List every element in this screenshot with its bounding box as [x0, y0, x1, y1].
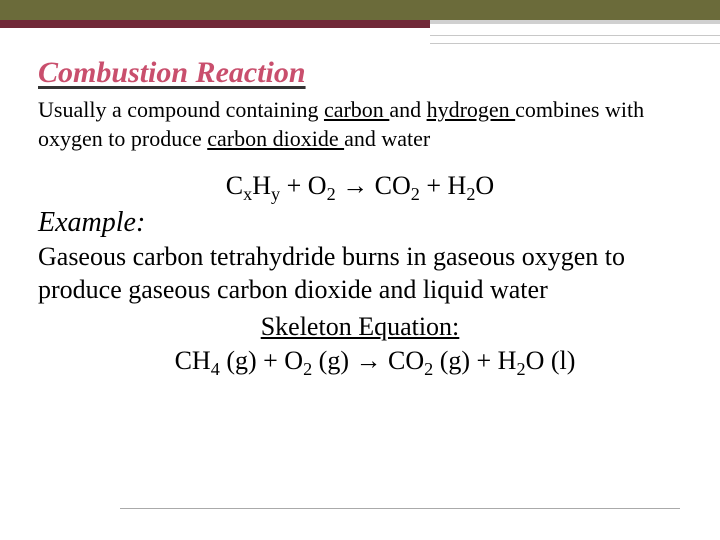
decorative-top-bar	[0, 0, 720, 52]
general-equation: CxHy + O2 → CO2 + H2O	[38, 171, 682, 201]
slide-content: Combustion Reaction Usually a compound c…	[38, 56, 682, 376]
eq-part: O (l)	[526, 346, 576, 375]
example-text: Gaseous carbon tetrahydride burns in gas…	[38, 241, 682, 306]
eq-sub: 2	[303, 359, 312, 379]
keyword-hydrogen: hydrogen	[427, 97, 516, 122]
keyword-co2: carbon dioxide	[207, 126, 344, 151]
eq-sub: 2	[516, 359, 525, 379]
eq-sub: x	[243, 184, 252, 204]
eq-part: CH	[175, 346, 211, 375]
decorative-lines	[430, 28, 720, 44]
eq-sub: 4	[211, 359, 220, 379]
eq-sub: 2	[424, 359, 433, 379]
eq-part: + H	[420, 171, 466, 200]
eq-part: + O	[280, 171, 326, 200]
example-label: Example:	[38, 207, 682, 239]
olive-stripe	[0, 0, 720, 20]
burgundy-stripe	[0, 20, 430, 28]
eq-sub: 2	[327, 184, 336, 204]
eq-part: (g) → CO	[312, 346, 424, 375]
intro-text: and	[389, 97, 426, 122]
eq-part: C	[226, 171, 243, 200]
skeleton-equation-label: Skeleton Equation:	[38, 312, 682, 342]
gray-stripe	[430, 20, 720, 24]
intro-text: Usually a compound containing	[38, 97, 324, 122]
eq-part: (g) + H	[433, 346, 516, 375]
keyword-carbon: carbon	[324, 97, 389, 122]
eq-part: H	[252, 171, 271, 200]
intro-paragraph: Usually a compound containing carbon and…	[38, 96, 682, 153]
intro-text: and water	[344, 126, 430, 151]
eq-part: → CO	[336, 171, 411, 200]
eq-part: (g) + O	[220, 346, 303, 375]
eq-sub: y	[271, 184, 280, 204]
slide-title: Combustion Reaction	[38, 56, 682, 90]
eq-part: O	[475, 171, 494, 200]
bottom-divider	[120, 508, 680, 509]
skeleton-equation: CH4 (g) + O2 (g) → CO2 (g) + H2O (l)	[68, 346, 682, 376]
eq-sub: 2	[411, 184, 420, 204]
